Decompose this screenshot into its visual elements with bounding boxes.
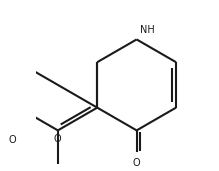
- Text: O: O: [9, 135, 16, 145]
- Text: O: O: [133, 158, 140, 168]
- Text: O: O: [53, 134, 61, 143]
- Text: NH: NH: [140, 25, 154, 35]
